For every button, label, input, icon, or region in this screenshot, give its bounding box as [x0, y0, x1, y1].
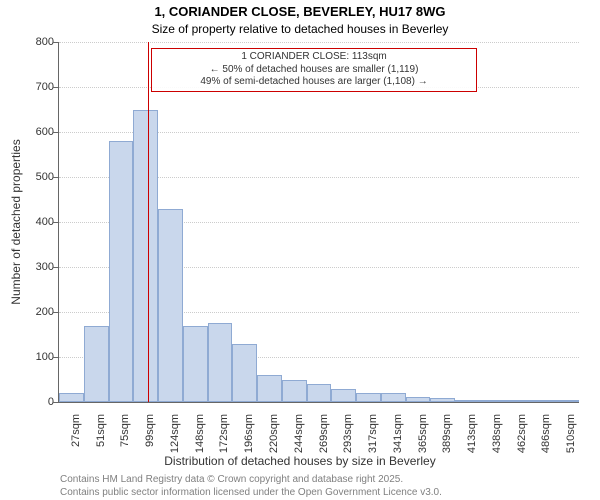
x-tick-label: 341sqm: [392, 414, 404, 453]
histogram-bar: [232, 344, 257, 403]
histogram-bar: [84, 326, 109, 403]
x-tick-label: 438sqm: [491, 414, 503, 453]
y-tick-label: 300: [36, 261, 54, 273]
annotation-box: 1 CORIANDER CLOSE: 113sqm ← 50% of detac…: [151, 48, 478, 92]
histogram-bar: [480, 400, 505, 402]
histogram-bar: [158, 209, 183, 403]
y-tick-label: 800: [36, 36, 54, 48]
y-tick-label: 400: [36, 216, 54, 228]
x-tick-label: 413sqm: [466, 414, 478, 453]
plot-area: 1 CORIANDER CLOSE: 113sqm ← 50% of detac…: [58, 42, 579, 403]
x-tick-label: 269sqm: [318, 414, 330, 453]
y-tick-label: 600: [36, 126, 54, 138]
x-tick-label: 27sqm: [70, 414, 82, 447]
x-tick-label: 462sqm: [516, 414, 528, 453]
histogram-bar: [529, 400, 554, 402]
x-tick-label: 365sqm: [417, 414, 429, 453]
annotation-line2: ← 50% of detached houses are smaller (1,…: [156, 64, 473, 77]
histogram-bar: [406, 397, 431, 402]
x-tick-label: 244sqm: [293, 414, 305, 453]
histogram-bar: [133, 110, 158, 403]
histogram-bar: [307, 384, 332, 402]
y-axis-title: Number of detached properties: [9, 139, 23, 304]
y-tick-label: 500: [36, 171, 54, 183]
histogram-bar: [109, 141, 134, 402]
histogram-bar: [59, 393, 84, 402]
x-tick-label: 317sqm: [367, 414, 379, 453]
grid-line: [59, 42, 579, 43]
histogram-bar: [331, 389, 356, 403]
histogram-bar: [208, 323, 233, 402]
x-tick-label: 486sqm: [540, 414, 552, 453]
annotation-line3: 49% of semi-detached houses are larger (…: [156, 76, 473, 89]
histogram-bar: [554, 400, 579, 402]
histogram-bar: [183, 326, 208, 403]
y-tick-label: 700: [36, 81, 54, 93]
x-tick-label: 148sqm: [194, 414, 206, 453]
x-tick-label: 51sqm: [95, 414, 107, 447]
footer-line2: Contains public sector information licen…: [60, 487, 442, 500]
x-tick-label: 124sqm: [169, 414, 181, 453]
x-tick-label: 99sqm: [144, 414, 156, 447]
histogram-bar: [505, 400, 530, 402]
histogram-bar: [356, 393, 381, 402]
histogram-bar: [257, 375, 282, 402]
footer-line1: Contains HM Land Registry data © Crown c…: [60, 474, 442, 487]
x-tick-label: 196sqm: [243, 414, 255, 453]
histogram-bar: [430, 398, 455, 403]
chart-footer: Contains HM Land Registry data © Crown c…: [60, 474, 442, 499]
x-tick-label: 75sqm: [119, 414, 131, 447]
x-tick-label: 389sqm: [441, 414, 453, 453]
x-tick-label: 172sqm: [218, 414, 230, 453]
histogram-bar: [282, 380, 307, 403]
y-tick-label: 200: [36, 306, 54, 318]
chart-title-line1: 1, CORIANDER CLOSE, BEVERLEY, HU17 8WG: [0, 4, 600, 19]
chart-root: 1, CORIANDER CLOSE, BEVERLEY, HU17 8WG S…: [0, 0, 600, 500]
annotation-line1: 1 CORIANDER CLOSE: 113sqm: [156, 51, 473, 64]
x-tick-label: 293sqm: [342, 414, 354, 453]
histogram-bar: [381, 393, 406, 402]
property-marker-line: [148, 42, 149, 402]
y-tick-label: 100: [36, 351, 54, 363]
chart-title-line2: Size of property relative to detached ho…: [0, 22, 600, 36]
x-tick-label: 510sqm: [565, 414, 577, 453]
x-tick-label: 220sqm: [268, 414, 280, 453]
histogram-bar: [455, 400, 480, 402]
x-axis-title: Distribution of detached houses by size …: [0, 454, 600, 468]
